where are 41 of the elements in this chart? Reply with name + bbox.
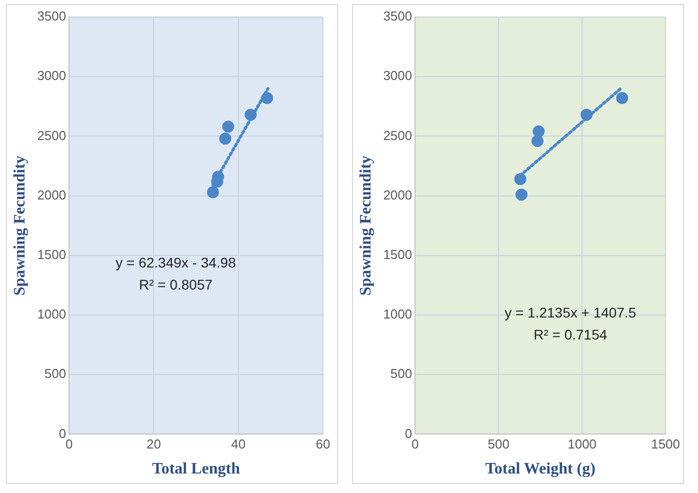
- y-tick-label: 1000: [383, 306, 412, 322]
- y-tick-label: 2000: [383, 187, 412, 202]
- y-tick-label: 500: [390, 366, 412, 382]
- y-tick-label: 1500: [37, 246, 66, 262]
- x-axis-title: Total Weight (g): [485, 460, 596, 478]
- x-tick-label: 60: [316, 436, 330, 452]
- y-tick-label: 2000: [37, 187, 66, 202]
- point: [206, 186, 219, 198]
- x-tick-label: 1500: [651, 436, 680, 452]
- y-tick-label: 0: [58, 426, 66, 441]
- y-tick-label: 0: [404, 426, 412, 441]
- x-axis-title: Total Length: [152, 460, 240, 478]
- y-tick-label: 3500: [37, 8, 66, 24]
- annotation: y = 62.349x - 34.98: [116, 254, 236, 270]
- x-tick-label: 500: [488, 436, 510, 452]
- y-axis-title: Spawning Fecundity: [358, 156, 375, 296]
- point: [219, 132, 232, 145]
- x-tick-label: 20: [146, 436, 161, 452]
- annotation: R² = 0.7154: [534, 326, 608, 342]
- y-tick-label: 3000: [37, 68, 66, 84]
- point: [532, 125, 545, 138]
- y-tick-label: 3500: [383, 8, 412, 24]
- x-tick-label: 1000: [568, 436, 597, 452]
- y-tick-label: 500: [44, 366, 66, 382]
- y-tick-label: 1500: [383, 246, 412, 262]
- point: [244, 108, 257, 121]
- y-tick-label: 2500: [383, 128, 412, 143]
- point: [580, 108, 593, 121]
- point: [514, 173, 526, 186]
- y-axis-title: Spawning Fecundity: [12, 156, 29, 296]
- annotation: y = 1.2135x + 1407.5: [504, 304, 636, 320]
- point: [222, 120, 234, 133]
- point: [515, 188, 528, 201]
- y-tick-label: 3000: [383, 68, 412, 84]
- point: [616, 92, 628, 104]
- y-tick-label: 1000: [37, 306, 66, 322]
- y-tick-label: 2500: [37, 128, 66, 143]
- annotation: R² = 0.8057: [138, 276, 213, 292]
- point: [531, 134, 544, 147]
- x-tick-label: 40: [231, 436, 246, 452]
- point: [261, 92, 274, 104]
